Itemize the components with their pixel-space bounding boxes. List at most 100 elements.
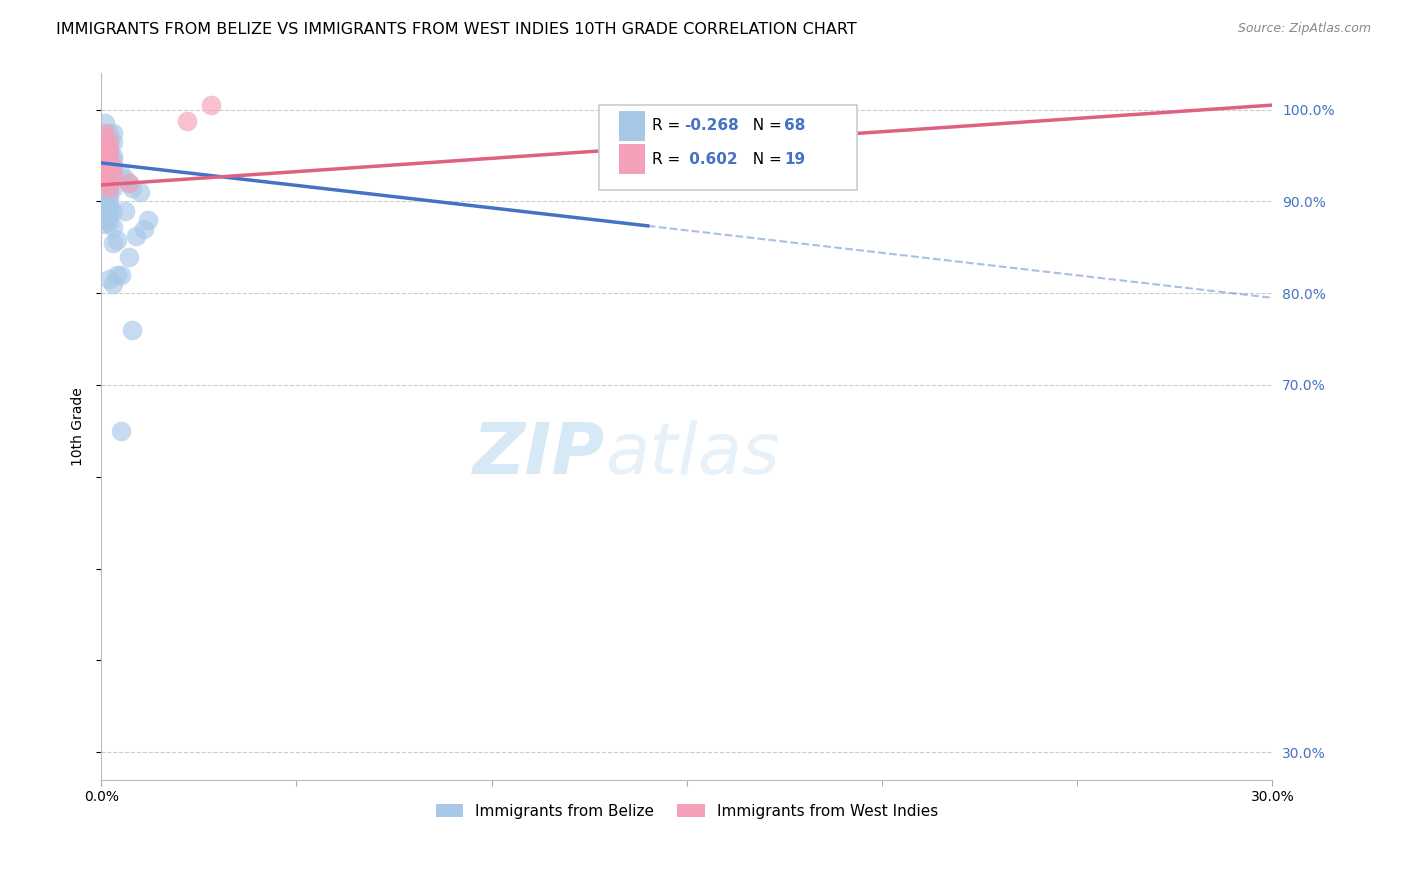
Point — [94, 139, 117, 153]
Point — [98, 186, 121, 200]
Point — [94, 171, 117, 186]
Point — [98, 180, 121, 194]
Text: 19: 19 — [785, 152, 806, 167]
Point — [98, 171, 121, 186]
Point — [98, 202, 121, 216]
Text: Source: ZipAtlas.com: Source: ZipAtlas.com — [1237, 22, 1371, 36]
Point — [101, 220, 124, 235]
Point — [94, 148, 117, 162]
Point — [94, 199, 117, 213]
Point — [110, 268, 132, 282]
Point — [117, 176, 139, 190]
Point — [94, 187, 117, 202]
Point — [94, 178, 117, 192]
Point — [94, 130, 117, 145]
Text: 0.602: 0.602 — [685, 152, 738, 167]
Text: atlas: atlas — [605, 420, 779, 489]
Point — [121, 180, 143, 194]
Point — [101, 277, 124, 291]
Point — [98, 153, 121, 168]
Point — [94, 139, 117, 153]
Point — [101, 148, 124, 162]
Point — [98, 158, 121, 172]
Point — [94, 162, 117, 177]
Text: ZIP: ZIP — [472, 420, 605, 489]
Point — [94, 148, 117, 162]
Point — [98, 158, 121, 172]
Point — [105, 233, 128, 247]
Point — [94, 150, 117, 164]
Text: -0.268: -0.268 — [685, 119, 740, 134]
Point — [94, 126, 117, 140]
Point — [94, 180, 117, 194]
Point — [98, 272, 121, 286]
Text: N =: N = — [742, 152, 786, 167]
FancyBboxPatch shape — [599, 104, 856, 190]
FancyBboxPatch shape — [619, 145, 644, 174]
Point — [114, 171, 136, 186]
Point — [94, 150, 117, 164]
Point — [129, 186, 152, 200]
Text: R =: R = — [651, 119, 685, 134]
Point — [114, 203, 136, 218]
Point — [101, 135, 124, 149]
Text: N =: N = — [742, 119, 786, 134]
Point — [98, 190, 121, 204]
Point — [98, 196, 121, 211]
Point — [94, 165, 117, 179]
Point — [98, 144, 121, 158]
FancyBboxPatch shape — [619, 112, 644, 141]
Point — [134, 222, 156, 236]
Point — [98, 126, 121, 140]
Text: IMMIGRANTS FROM BELIZE VS IMMIGRANTS FROM WEST INDIES 10TH GRADE CORRELATION CHA: IMMIGRANTS FROM BELIZE VS IMMIGRANTS FRO… — [56, 22, 858, 37]
Point — [101, 126, 124, 140]
Legend: Immigrants from Belize, Immigrants from West Indies: Immigrants from Belize, Immigrants from … — [429, 797, 945, 825]
Point — [101, 235, 124, 250]
Point — [98, 156, 121, 170]
Point — [94, 130, 117, 145]
Point — [125, 229, 148, 244]
Point — [94, 155, 117, 169]
Point — [98, 135, 121, 149]
Point — [98, 135, 121, 149]
Point — [101, 165, 124, 179]
Point — [98, 176, 121, 190]
Point — [98, 162, 121, 177]
Point — [94, 144, 117, 158]
Point — [94, 169, 117, 183]
Text: R =: R = — [651, 152, 685, 167]
Point — [94, 116, 117, 130]
Point — [94, 218, 117, 232]
Point — [98, 208, 121, 222]
Point — [98, 214, 121, 228]
Point — [117, 176, 139, 190]
Point — [176, 113, 198, 128]
Point — [94, 205, 117, 219]
Point — [105, 268, 128, 282]
Y-axis label: 10th Grade: 10th Grade — [72, 387, 86, 466]
Point — [94, 171, 117, 186]
Point — [98, 176, 121, 190]
Point — [101, 153, 124, 168]
Point — [98, 144, 121, 158]
Point — [117, 250, 139, 264]
Point — [110, 167, 132, 181]
Point — [98, 167, 121, 181]
Point — [121, 323, 143, 337]
Text: 68: 68 — [785, 119, 806, 134]
Point — [94, 156, 117, 170]
Point — [98, 144, 121, 158]
Point — [94, 167, 117, 181]
Point — [101, 180, 124, 194]
Point — [98, 153, 121, 168]
Point — [98, 139, 121, 153]
Point — [98, 169, 121, 183]
Point — [136, 212, 159, 227]
Point — [110, 424, 132, 438]
Point — [200, 98, 222, 112]
Point — [101, 160, 124, 174]
Point — [101, 167, 124, 181]
Point — [94, 162, 117, 177]
Point — [94, 160, 117, 174]
Point — [98, 176, 121, 190]
